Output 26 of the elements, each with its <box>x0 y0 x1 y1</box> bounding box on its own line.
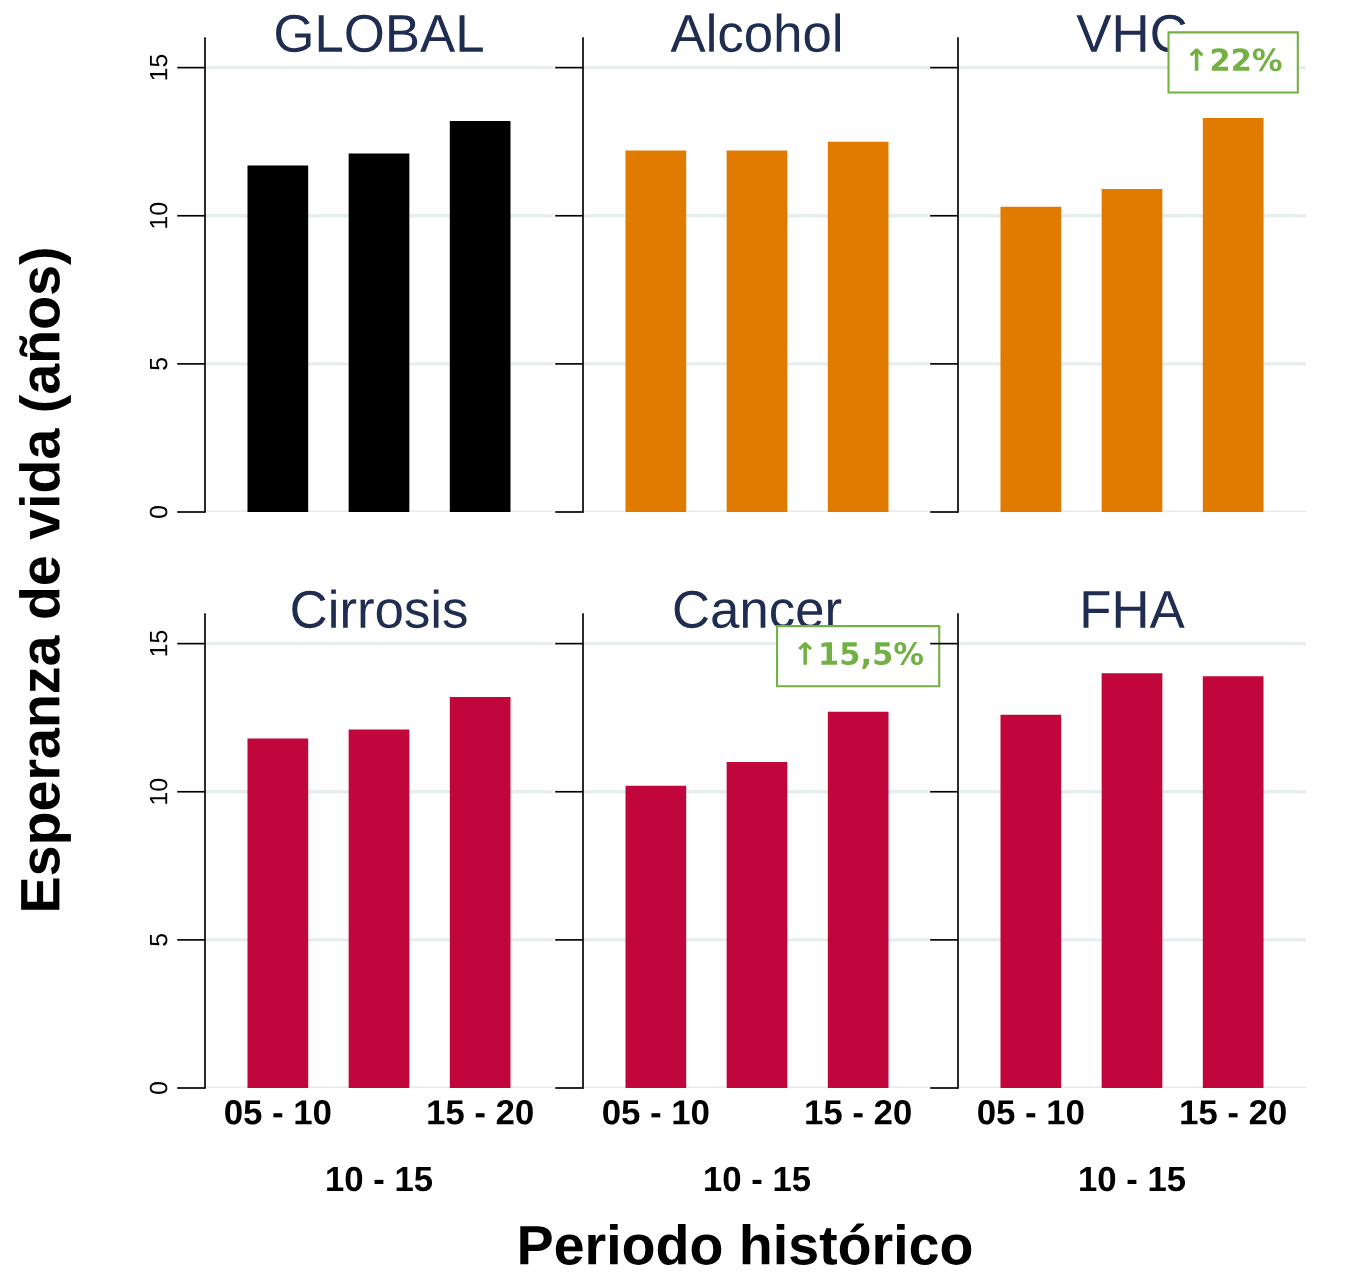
y-tick-label: 10 <box>149 202 168 228</box>
x-tick-label: 10 - 15 <box>327 1166 433 1192</box>
y-tick-label: 5 <box>149 357 168 370</box>
x-tick-label: 05 - 10 <box>225 1100 331 1125</box>
chart-title: Alcohol <box>670 13 841 53</box>
x-tick-label: 15 - 20 <box>806 1100 911 1125</box>
y-tick-label: 15 <box>149 630 168 656</box>
y-tick-label: 15 <box>149 54 168 80</box>
annotation: ↑22% <box>1189 48 1282 72</box>
chart-title: GLOBAL <box>276 14 483 53</box>
y-axis-title: Esperanza de vida (años) <box>19 249 71 910</box>
x-tick-label: 10 - 15 <box>1080 1166 1186 1192</box>
chart-title: Cancer <box>674 590 842 629</box>
y-tick-label: 0 <box>149 506 168 518</box>
y-tick-label: 5 <box>149 933 168 946</box>
x-tick-label: 05 - 10 <box>603 1100 709 1125</box>
x-tick-label: 15 - 20 <box>1181 1100 1286 1125</box>
y-tick-label: 10 <box>149 778 168 804</box>
x-tick-label: 05 - 10 <box>978 1100 1084 1125</box>
x-axis-title: Periodo histórico <box>520 1223 972 1265</box>
x-tick-label: 10 - 15 <box>705 1166 811 1192</box>
chart-title: FHA <box>1083 591 1185 628</box>
y-tick-label: 0 <box>149 1082 168 1094</box>
x-tick-label: 15 - 20 <box>428 1100 533 1125</box>
annotation: ↑15,5% <box>798 641 923 669</box>
chart-title: Cirrosis <box>292 589 467 629</box>
